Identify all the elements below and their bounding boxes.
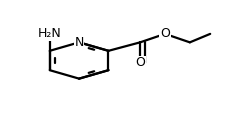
Text: H₂N: H₂N [38, 27, 61, 40]
Text: N: N [74, 36, 83, 49]
Text: O: O [159, 27, 169, 40]
Text: O: O [135, 56, 144, 69]
